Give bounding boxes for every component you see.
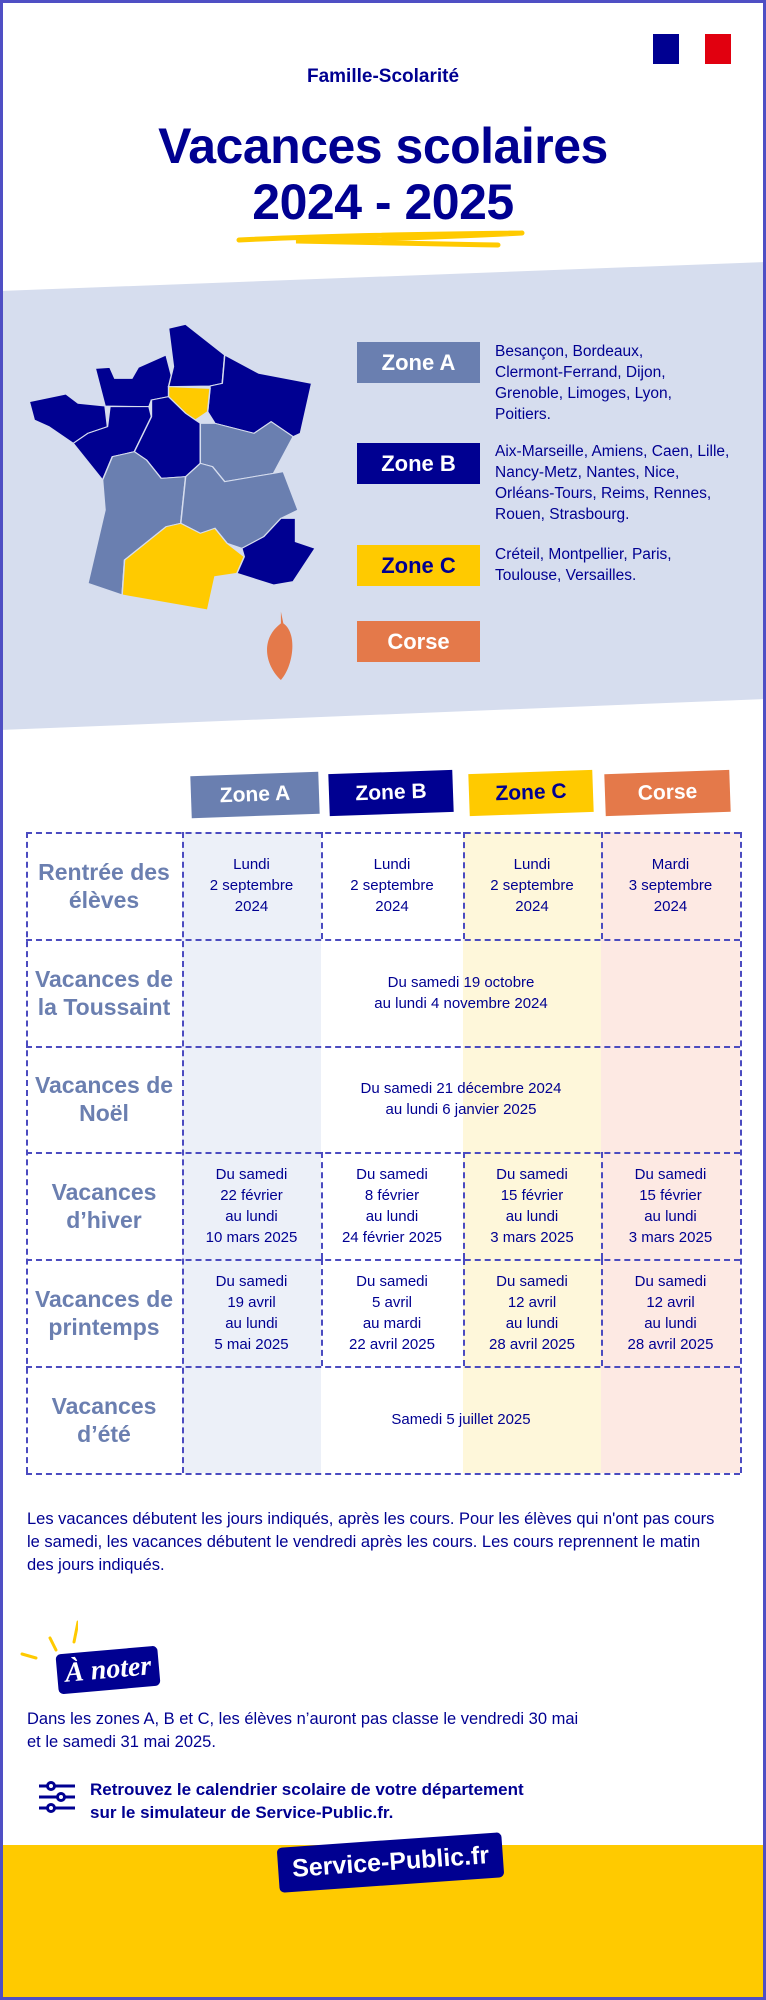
column-divider bbox=[601, 1152, 603, 1259]
table-cell: Lundi 2 septembre 2024 bbox=[490, 856, 574, 915]
row-divider bbox=[26, 832, 740, 834]
row-divider bbox=[26, 1259, 740, 1261]
column-divider bbox=[26, 832, 28, 1473]
column-divider bbox=[321, 1259, 323, 1366]
header-zone-a: Zone A bbox=[190, 771, 320, 819]
table-cell: Du samedi 12 avril au lundi 28 avril 202… bbox=[489, 1272, 575, 1353]
table-cell: Du samedi 22 février au lundi 10 mars 20… bbox=[205, 1165, 298, 1246]
row-label: Vacances d’été bbox=[51, 1392, 157, 1447]
column-divider bbox=[740, 832, 742, 1473]
region-paca bbox=[236, 517, 317, 586]
table-cell: Du samedi 15 février au lundi 3 mars 202… bbox=[628, 1165, 713, 1246]
france-zones-map bbox=[28, 323, 317, 680]
page-title: Vacances scolaires 2024 - 2025 bbox=[0, 118, 766, 230]
legend-zone-a: Zone A bbox=[357, 342, 480, 383]
row-divider bbox=[26, 939, 740, 941]
column-divider bbox=[182, 832, 184, 1473]
sliders-icon bbox=[39, 1781, 75, 1813]
sparkle-icon bbox=[20, 1620, 78, 1660]
merged-table-cell: Samedi 5 juillet 2025 bbox=[391, 1411, 531, 1428]
column-divider bbox=[321, 1152, 323, 1259]
intro-note: Les vacances débutent les jours indiqués… bbox=[27, 1510, 715, 1574]
merged-table-cell: Du samedi 19 octobre au lundi 4 novembre… bbox=[374, 973, 548, 1012]
column-divider bbox=[463, 1152, 465, 1259]
title-line-1: Vacances scolaires bbox=[158, 118, 608, 174]
simulator-link-line-2: sur le simulateur de Service-Public.fr. bbox=[90, 1803, 394, 1822]
simulator-link-line-1: Retrouvez le calendrier scolaire de votr… bbox=[90, 1780, 524, 1799]
legend-corse: Corse bbox=[357, 621, 480, 662]
zone-a-cities: Besançon, Bordeaux, Clermont-Ferrand, Di… bbox=[495, 343, 672, 423]
category-label: Famille-Scolarité bbox=[306, 66, 460, 87]
table-cell: Lundi 2 septembre 2024 bbox=[209, 856, 294, 915]
title-line-2: 2024 - 2025 bbox=[252, 174, 514, 230]
region-corse bbox=[267, 611, 293, 680]
column-divider bbox=[463, 832, 465, 939]
row-divider bbox=[26, 1473, 740, 1475]
simulator-link[interactable]: Retrouvez le calendrier scolaire de votr… bbox=[90, 1778, 524, 1824]
header-zone-b: Zone B bbox=[328, 769, 454, 817]
table-cell: Du samedi 12 avril au lundi 28 avril 202… bbox=[627, 1272, 714, 1353]
region-grand-est bbox=[206, 354, 313, 438]
row-label: Rentrée des élèves bbox=[38, 858, 170, 913]
column-divider bbox=[463, 1259, 465, 1366]
row-label: Vacances d’hiver bbox=[51, 1178, 157, 1233]
row-label: Vacances de Noël bbox=[34, 1072, 174, 1126]
header-zone-c: Zone C bbox=[468, 769, 594, 817]
row-divider bbox=[26, 1366, 740, 1368]
merged-table-cell: Du samedi 21 décembre 2024 au lundi 6 ja… bbox=[360, 1080, 562, 1118]
header-corse: Corse bbox=[604, 769, 731, 817]
row-divider bbox=[26, 1046, 740, 1048]
column-divider bbox=[601, 832, 603, 939]
zone-b-cities: Aix-Marseille, Amiens, Caen, Lille, Nanc… bbox=[495, 443, 730, 523]
column-divider bbox=[601, 1259, 603, 1366]
region-hauts-de-france bbox=[167, 323, 226, 388]
table-cell: Du samedi 19 avril au lundi 5 mai 2025 bbox=[214, 1272, 289, 1353]
table-cell: Du samedi 15 février au lundi 3 mars 202… bbox=[490, 1165, 574, 1246]
legend-zone-b: Zone B bbox=[357, 443, 480, 484]
yellow-underline bbox=[236, 230, 525, 248]
legend-zone-c: Zone C bbox=[357, 545, 480, 586]
a-noter-badge: À noter bbox=[55, 1645, 161, 1695]
row-label: Vacances de printemps bbox=[34, 1285, 174, 1340]
row-divider bbox=[26, 1152, 740, 1154]
republique-francaise-logo bbox=[653, 34, 731, 64]
table-cell: Du samedi 8 février au lundi 24 février … bbox=[341, 1165, 443, 1246]
table-cell: Du samedi 5 avril au mardi 22 avril 2025 bbox=[349, 1272, 435, 1353]
important-note: Dans les zones A, B et C, les élèves n’a… bbox=[27, 1710, 579, 1751]
table-cell: Mardi 3 septembre 2024 bbox=[628, 856, 713, 915]
table-cell: Lundi 2 septembre 2024 bbox=[350, 856, 434, 915]
zone-c-cities: Créteil, Montpellier, Paris, Toulouse, V… bbox=[495, 546, 672, 584]
column-divider bbox=[321, 832, 323, 939]
row-label: Vacances de la Toussaint bbox=[34, 965, 174, 1020]
